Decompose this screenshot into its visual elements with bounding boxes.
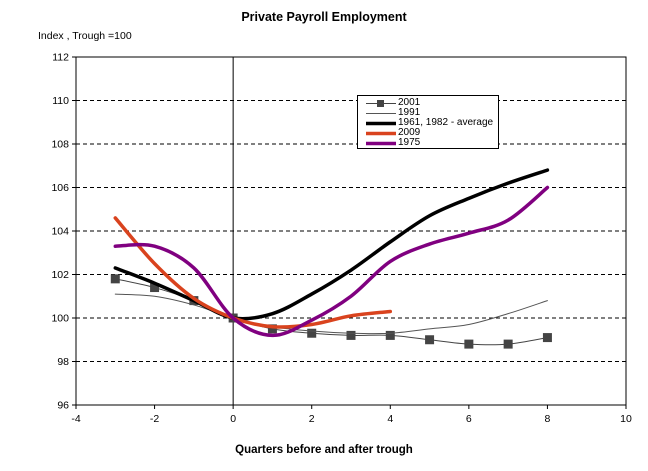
y-tick-label: 100 xyxy=(51,313,69,325)
data-point-2001 xyxy=(464,339,474,349)
legend-label: 1961, 1982 - average xyxy=(398,117,494,128)
x-tick-label: 6 xyxy=(466,413,472,425)
x-tick-label: 2 xyxy=(309,413,315,425)
data-point-2001 xyxy=(385,330,395,340)
legend-item-2009: 2009 xyxy=(358,127,498,139)
data-point-2001 xyxy=(346,330,356,340)
x-tick-label: -2 xyxy=(150,413,159,425)
y-tick-label: 108 xyxy=(51,139,69,151)
y-tick-label: 102 xyxy=(51,269,69,281)
legend-label: 1991 xyxy=(398,107,421,118)
y-tick-label: 106 xyxy=(51,182,69,194)
legend: 2001 1991 1961, 1982 - average 2009 1975 xyxy=(357,95,499,149)
data-point-2001 xyxy=(150,283,160,293)
tick-labels: 96 98 100 102 104 106 108 110 112 -4 -2 0 2 4 6 8 10 xyxy=(51,52,632,426)
legend-swatch-2009 xyxy=(366,131,396,136)
axes xyxy=(72,56,627,409)
data-point-2001 xyxy=(267,324,277,334)
series-line-1961-1982-average xyxy=(113,168,550,321)
legend-label: 1975 xyxy=(398,137,421,148)
legend-swatch-average xyxy=(366,121,396,126)
y-tick-label: 110 xyxy=(52,95,69,107)
x-tick-label: 8 xyxy=(545,413,551,425)
data-point-2001 xyxy=(542,333,552,343)
legend-label: 2001 xyxy=(398,97,421,108)
series-line-1991 xyxy=(114,293,548,335)
legend-swatch-1975 xyxy=(366,141,396,146)
y-axis-label: Index , Trough =100 xyxy=(38,30,132,42)
legend-item-2001: 2001 xyxy=(358,97,498,109)
data-point-2001 xyxy=(110,274,120,284)
data-point-2001 xyxy=(425,335,435,345)
legend-item-average: 1961, 1982 - average xyxy=(358,117,498,129)
x-tick-label: 10 xyxy=(620,413,632,425)
legend-item-1991: 1991 xyxy=(358,107,498,119)
x-tick-label: 4 xyxy=(387,413,393,425)
legend-item-1975: 1975 xyxy=(358,137,498,149)
series-line-2009 xyxy=(113,216,393,329)
x-tick-label: 0 xyxy=(230,413,236,425)
legend-label: 2009 xyxy=(398,127,421,138)
y-tick-label: 98 xyxy=(57,356,69,368)
data-point-2001 xyxy=(503,339,513,349)
legend-swatch-1991 xyxy=(366,113,396,114)
data-point-2001 xyxy=(307,328,317,338)
y-tick-label: 96 xyxy=(57,400,69,412)
series-layer xyxy=(110,168,552,349)
chart-title: Private Payroll Employment xyxy=(241,10,407,24)
series-line-1975 xyxy=(113,185,550,338)
legend-swatch-2001 xyxy=(366,100,396,107)
x-axis-label: Quarters before and after trough xyxy=(235,444,413,456)
y-tick-label: 104 xyxy=(51,226,69,238)
x-tick-label: -4 xyxy=(71,413,80,425)
y-tick-label: 112 xyxy=(52,52,69,64)
